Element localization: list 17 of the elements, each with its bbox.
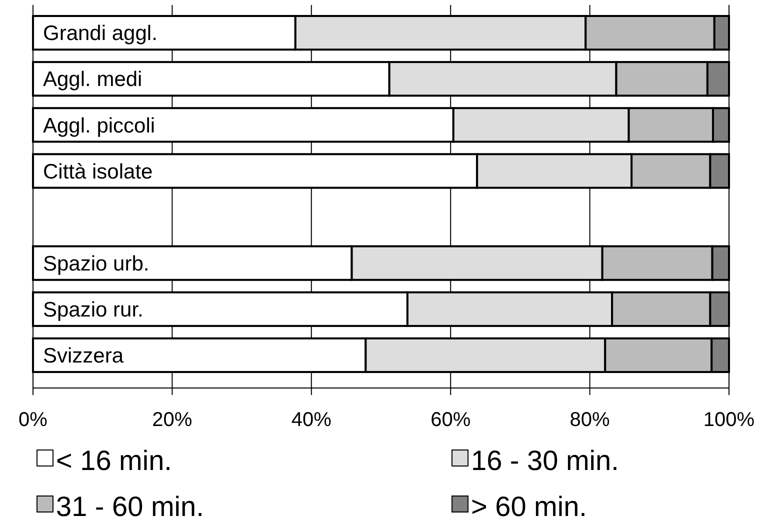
y-tick-label: Aggl. medi bbox=[43, 68, 142, 92]
x-tick-label: 0% bbox=[18, 409, 48, 431]
legend-label: < 16 min. bbox=[56, 444, 172, 476]
y-tick-label: Grandi aggl. bbox=[43, 22, 158, 46]
legend-label: > 60 min. bbox=[471, 490, 587, 522]
x-tick-label: 40% bbox=[291, 409, 332, 431]
x-tick-label: 80% bbox=[570, 409, 610, 431]
x-tick-label: 20% bbox=[152, 409, 192, 431]
y-tick-label: Spazio rur. bbox=[43, 298, 144, 322]
legend-label: 31 - 60 min. bbox=[56, 490, 204, 522]
y-tick-label: Città isolate bbox=[43, 160, 153, 184]
x-tick-label: 100% bbox=[703, 409, 755, 431]
y-tick-label: Aggl. piccoli bbox=[43, 114, 156, 138]
legend-label: 16 - 30 min. bbox=[471, 444, 619, 476]
y-tick-label: Svizzera bbox=[43, 344, 124, 368]
x-tick-label: 60% bbox=[430, 409, 471, 431]
y-tick-label: Spazio urb. bbox=[43, 252, 150, 276]
